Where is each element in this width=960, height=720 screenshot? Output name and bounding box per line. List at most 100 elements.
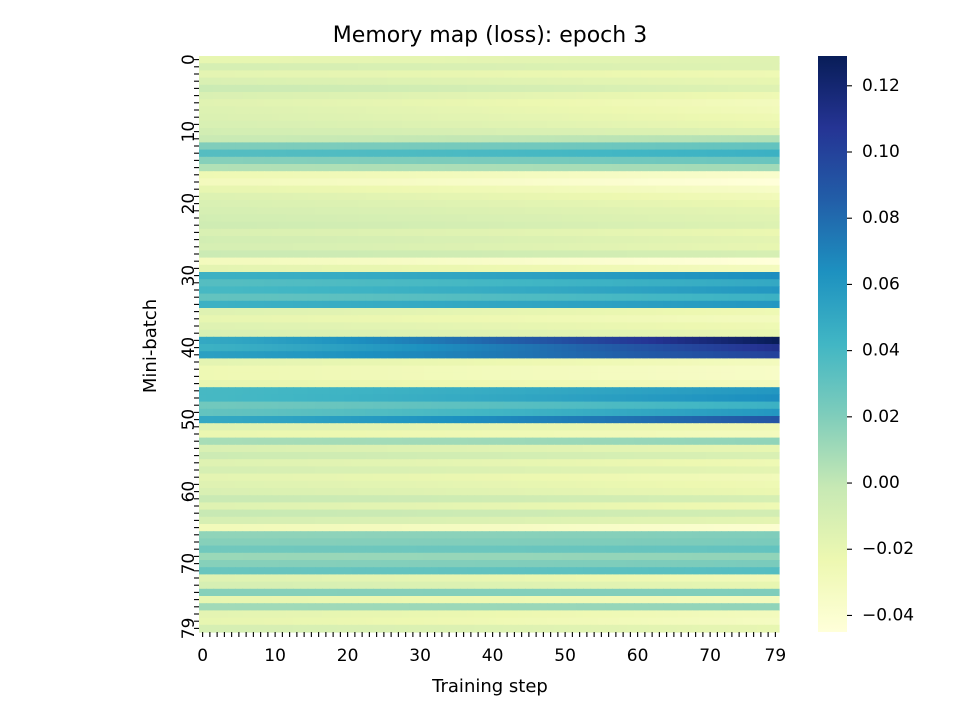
- heatmap-cell: [380, 322, 389, 331]
- heatmap-cell: [554, 106, 563, 115]
- heatmap-cell: [706, 365, 715, 374]
- heatmap-cell: [438, 315, 447, 323]
- heatmap-cell: [213, 56, 222, 64]
- heatmap-cell: [387, 452, 396, 460]
- heatmap-cell: [409, 200, 418, 208]
- heatmap-cell: [481, 156, 490, 165]
- heatmap-cell: [764, 459, 773, 467]
- heatmap-cell: [764, 84, 773, 93]
- heatmap-cell: [409, 279, 418, 287]
- heatmap-cell: [692, 142, 700, 151]
- heatmap-cell: [590, 437, 599, 446]
- heatmap-cell: [547, 70, 555, 79]
- heatmap-cell: [561, 207, 570, 215]
- heatmap-cell: [423, 221, 432, 230]
- heatmap-cell: [329, 84, 338, 93]
- heatmap-cell: [489, 401, 497, 410]
- heatmap-cell: [750, 200, 758, 208]
- heatmap-cell: [721, 488, 729, 496]
- heatmap-cell: [713, 430, 722, 439]
- heatmap-cell: [315, 286, 323, 295]
- heatmap-cell: [626, 293, 635, 302]
- heatmap-cell: [344, 185, 352, 194]
- heatmap-cell: [300, 56, 309, 64]
- heatmap-cell: [612, 264, 621, 273]
- heatmap-cell: [242, 408, 251, 417]
- heatmap-cell: [619, 387, 628, 395]
- heatmap-cell: [351, 293, 360, 302]
- heatmap-cell: [445, 135, 454, 143]
- heatmap-cell: [271, 164, 280, 172]
- heatmap-cell: [431, 279, 439, 287]
- heatmap-cell: [322, 264, 331, 273]
- heatmap-cell: [394, 452, 403, 460]
- heatmap-cell: [539, 264, 548, 273]
- heatmap-cell: [634, 423, 642, 431]
- heatmap-cell: [583, 293, 592, 302]
- heatmap-cell: [612, 272, 621, 280]
- heatmap-cell: [489, 437, 497, 446]
- heatmap-cell: [503, 488, 512, 496]
- heatmap-cell: [626, 322, 635, 331]
- heatmap-cell: [728, 120, 737, 129]
- heatmap-cell: [583, 207, 592, 215]
- heatmap-cell: [249, 322, 258, 331]
- heatmap-cell: [460, 495, 468, 503]
- heatmap-cell: [365, 92, 374, 100]
- heatmap-cell: [721, 56, 729, 64]
- heatmap-cell: [220, 185, 229, 194]
- heatmap-cell: [525, 293, 534, 302]
- heatmap-cell: [293, 336, 302, 345]
- heatmap-cell: [699, 128, 708, 136]
- heatmap-cell: [206, 286, 215, 295]
- heatmap-cell: [242, 372, 251, 381]
- heatmap-cell: [568, 495, 577, 503]
- heatmap-cell: [641, 495, 650, 503]
- heatmap-cell: [612, 416, 621, 424]
- heatmap-cell: [605, 250, 613, 259]
- heatmap-cell: [597, 77, 606, 86]
- heatmap-cell: [750, 178, 758, 187]
- heatmap-cell: [358, 279, 367, 287]
- heatmap-cell: [670, 221, 679, 230]
- heatmap-cell: [648, 336, 657, 345]
- heatmap-cell: [605, 214, 613, 223]
- heatmap-cell: [648, 466, 657, 475]
- heatmap-cell: [387, 372, 396, 381]
- heatmap-cell: [750, 387, 758, 395]
- heatmap-cell: [336, 156, 345, 165]
- heatmap-cell: [387, 488, 396, 496]
- heatmap-cell: [757, 243, 766, 251]
- heatmap-cell: [467, 416, 476, 424]
- heatmap-cell: [554, 77, 563, 86]
- heatmap-cell: [373, 452, 381, 460]
- heatmap-cell: [757, 135, 766, 143]
- heatmap-cell: [199, 264, 207, 273]
- heatmap-cell: [634, 372, 642, 381]
- heatmap-cell: [394, 243, 403, 251]
- heatmap-cell: [757, 365, 766, 374]
- heatmap-cell: [257, 250, 265, 259]
- heatmap-cell: [474, 466, 483, 475]
- heatmap-cell: [670, 228, 679, 237]
- heatmap-cell: [532, 171, 541, 179]
- heatmap-cell: [307, 128, 316, 136]
- heatmap-cell: [626, 243, 635, 251]
- heatmap-cell: [315, 106, 323, 115]
- heatmap-cell: [612, 185, 621, 194]
- heatmap-cell: [706, 192, 715, 201]
- heatmap-cell: [771, 495, 780, 503]
- heatmap-cell: [597, 286, 606, 295]
- heatmap-cell: [496, 423, 505, 431]
- heatmap-cell: [431, 243, 439, 251]
- heatmap-cell: [423, 430, 432, 439]
- heatmap-cell: [771, 70, 780, 79]
- heatmap-cell: [481, 178, 490, 187]
- heatmap-cell: [503, 401, 512, 410]
- heatmap-cell: [684, 200, 693, 208]
- heatmap-cell: [496, 380, 505, 388]
- heatmap-cell: [264, 452, 273, 460]
- heatmap-cell: [706, 401, 715, 410]
- heatmap-cell: [728, 473, 737, 482]
- heatmap-cell: [329, 135, 338, 143]
